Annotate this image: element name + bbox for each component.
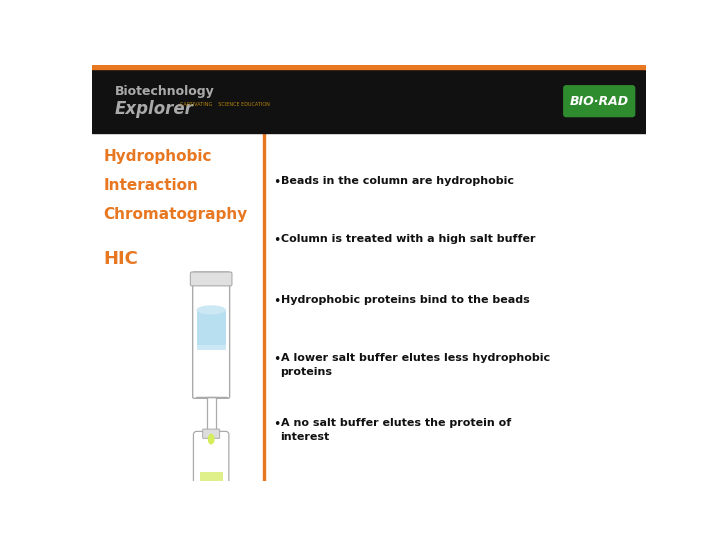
Bar — [197, 345, 226, 350]
Text: BIO·RAD: BIO·RAD — [570, 94, 629, 107]
Text: Explorer: Explorer — [115, 100, 194, 118]
Text: Interaction: Interaction — [104, 178, 198, 193]
Text: •: • — [273, 295, 280, 308]
Text: •: • — [273, 353, 280, 366]
Text: Column is treated with a high salt buffer: Column is treated with a high salt buffe… — [281, 233, 535, 244]
Text: CAPTIVATING    SCIENCE EDUCATION: CAPTIVATING SCIENCE EDUCATION — [180, 102, 270, 107]
Text: HIC: HIC — [104, 251, 138, 268]
Bar — [92, 65, 647, 69]
Text: Hydrophobic: Hydrophobic — [104, 149, 212, 164]
FancyBboxPatch shape — [564, 86, 634, 117]
FancyBboxPatch shape — [190, 272, 232, 286]
Ellipse shape — [197, 305, 226, 314]
Ellipse shape — [207, 434, 215, 444]
FancyBboxPatch shape — [203, 429, 220, 438]
Text: Beads in the column are hydrophobic: Beads in the column are hydrophobic — [281, 176, 513, 186]
Bar — [197, 310, 226, 350]
Text: •: • — [273, 418, 280, 431]
FancyBboxPatch shape — [193, 272, 230, 399]
Text: A lower salt buffer elutes less hydrophobic
proteins: A lower salt buffer elutes less hydropho… — [281, 353, 550, 377]
FancyBboxPatch shape — [194, 431, 229, 503]
Text: Hydrophobic proteins bind to the beads: Hydrophobic proteins bind to the beads — [281, 295, 529, 305]
Text: •: • — [273, 176, 280, 189]
Text: •: • — [273, 233, 280, 246]
Text: A no salt buffer elutes the protein of
interest: A no salt buffer elutes the protein of i… — [281, 418, 511, 442]
Text: Biotechnology: Biotechnology — [115, 85, 215, 98]
Text: Chromatography: Chromatography — [104, 207, 248, 222]
Bar — [92, 69, 647, 133]
Ellipse shape — [199, 487, 222, 495]
Bar — [207, 397, 216, 431]
Bar — [199, 472, 222, 494]
Bar — [263, 133, 265, 481]
